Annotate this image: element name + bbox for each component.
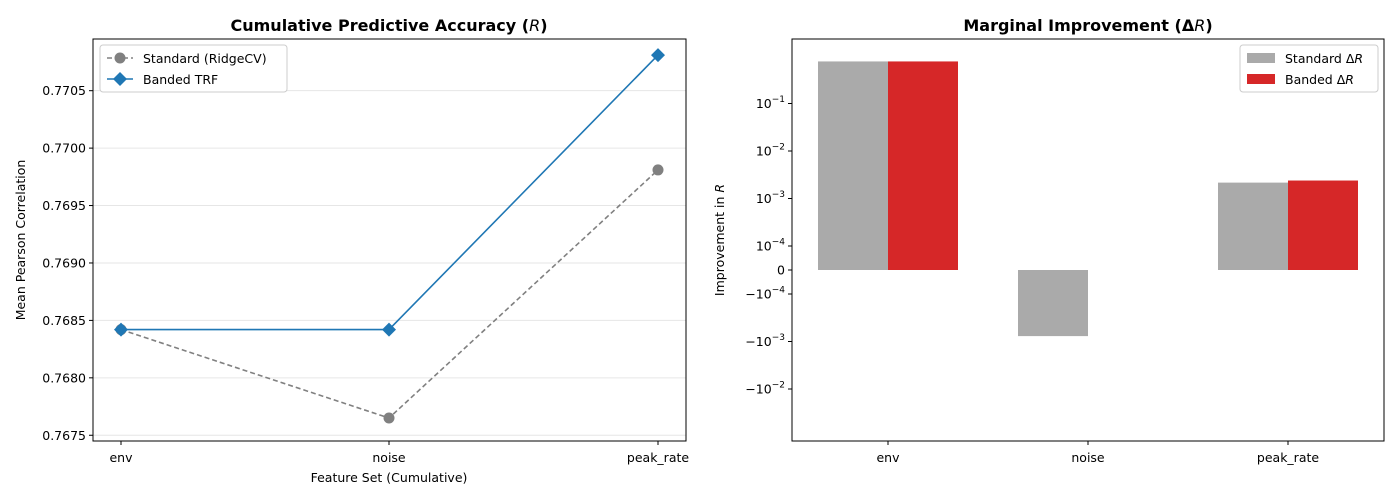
right-legend: Standard ΔR Banded ΔR — [1239, 44, 1379, 93]
right-x-ticks: env noise peak_rate — [876, 441, 1319, 465]
left-x-tick-label: noise — [372, 450, 406, 465]
left-chart-title: Cumulative Predictive Accuracy (R) — [231, 16, 548, 35]
left-x-tick-label: env — [109, 450, 133, 465]
right-y-axis-label: Improvement in R — [712, 184, 727, 296]
right-y-tick-label: 10−3 — [756, 190, 785, 206]
banded-series-line — [121, 54, 659, 331]
right-y-tick-label: 10−4 — [756, 238, 785, 254]
right-chart: Marginal Improvement (ΔR) −10−2−10−3−10−… — [712, 16, 1385, 465]
left-x-tick-label: peak_rate — [627, 450, 689, 465]
left-y-tick-label: 0.7685 — [42, 313, 86, 328]
left-y-axis-label: Mean Pearson Correlation — [13, 160, 28, 321]
legend-banded-marker — [113, 72, 127, 86]
right-x-tick-label: env — [876, 450, 900, 465]
right-y-tick-label: 0 — [777, 263, 785, 278]
standard-data-point — [652, 164, 664, 176]
right-y-tick-label: −10−4 — [745, 286, 785, 302]
left-y-ticks: 0.7675 0.7680 0.7685 0.7690 0.7695 0.7700 0.77… — [42, 83, 93, 443]
banded-data-point — [651, 48, 665, 63]
right-y-tick-label: 10−1 — [756, 95, 785, 111]
standard-bar — [1218, 182, 1288, 270]
left-legend-box — [99, 44, 288, 93]
right-y-tick-label: −10−2 — [745, 381, 785, 397]
legend-standard-swatch — [1247, 53, 1275, 63]
right-bars — [818, 61, 1358, 337]
right-y-tick-label: −10−3 — [745, 333, 785, 349]
left-y-tick-label: 0.7700 — [42, 141, 86, 156]
left-x-axis-label: Feature Set (Cumulative) — [311, 470, 468, 485]
left-y-tick-label: 0.7695 — [42, 198, 86, 213]
left-plot-frame — [92, 38, 687, 442]
legend-standard-label: Standard (RidgeCV) — [143, 51, 267, 66]
right-x-tick-label: peak_rate — [1257, 450, 1319, 465]
right-x-tick-label: noise — [1071, 450, 1105, 465]
left-series — [114, 48, 665, 424]
legend-standard-marker — [114, 52, 126, 64]
banded-bar — [888, 61, 958, 270]
right-plot-frame — [791, 38, 1385, 442]
banded-data-point — [382, 322, 396, 337]
left-y-tick-label: 0.7690 — [42, 255, 86, 270]
right-y-tick-label: 10−2 — [756, 143, 785, 159]
legend-standard-delta-label: Standard ΔR — [1285, 51, 1363, 66]
standard-bar — [1018, 270, 1088, 337]
banded-data-point — [114, 322, 128, 337]
right-y-ticks: −10−2 −10−3 −10−4 0 10−4 10−3 10−2 10−1 — [745, 95, 792, 397]
banded-bar — [1288, 180, 1358, 270]
left-y-tick-label: 0.7705 — [42, 83, 86, 98]
left-y-tick-label: 0.7680 — [42, 370, 86, 385]
left-x-ticks: env noise peak_rate — [109, 441, 689, 465]
legend-banded-delta-label: Banded ΔR — [1285, 72, 1354, 87]
legend-banded-label: Banded TRF — [143, 72, 218, 87]
left-y-tick-label: 0.7675 — [42, 428, 86, 443]
right-chart-title: Marginal Improvement (ΔR) — [963, 16, 1212, 35]
standard-data-point — [383, 412, 395, 424]
standard-bar — [818, 61, 888, 270]
left-legend: Standard (RidgeCV) Banded TRF — [99, 44, 288, 93]
left-chart: Cumulative Predictive Accuracy (R) 0.767… — [13, 16, 689, 485]
standard-series-line — [120, 169, 659, 419]
left-gridlines — [93, 90, 686, 436]
legend-banded-swatch — [1247, 74, 1275, 84]
